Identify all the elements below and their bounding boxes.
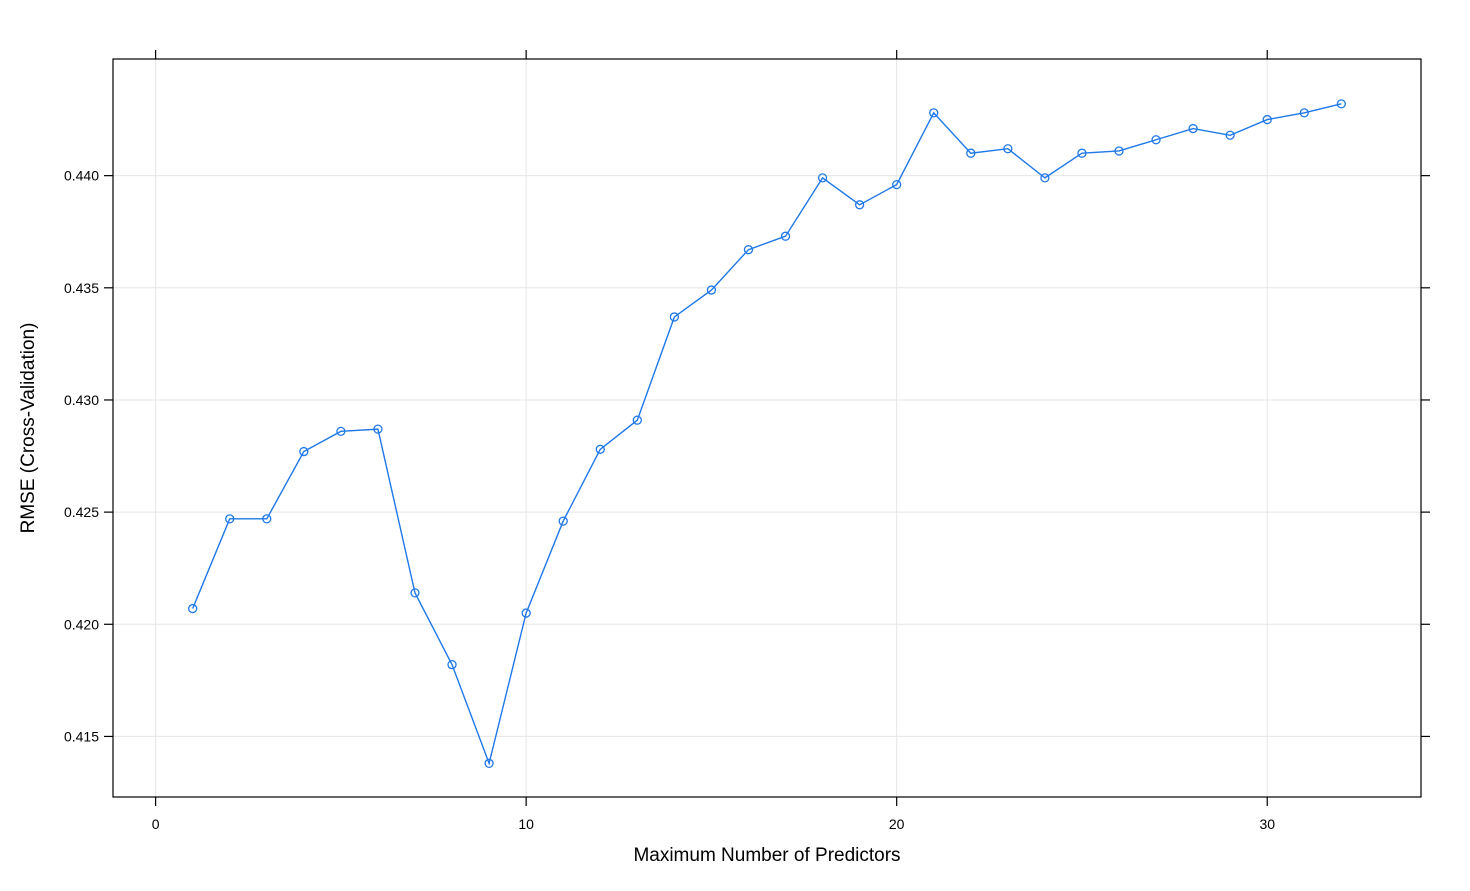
data-point [299, 446, 309, 457]
x-axis-title: Maximum Number of Predictors [633, 845, 900, 866]
data-point [743, 245, 754, 255]
x-tick-label: 30 [1259, 816, 1275, 832]
data-point [1188, 123, 1198, 134]
data-point [929, 108, 939, 118]
data-point [817, 173, 828, 183]
y-tick-label: 0.425 [64, 504, 99, 520]
data-point [447, 660, 457, 670]
series-layer [188, 99, 1346, 768]
data-point [1114, 146, 1124, 156]
data-point [966, 148, 976, 158]
data-point [892, 179, 902, 190]
y-axis-title: RMSE (Cross-Validation) [18, 323, 39, 534]
gridlines [113, 59, 1421, 797]
data-point [336, 426, 346, 437]
data-point [1151, 135, 1161, 145]
data-point [262, 514, 272, 524]
y-tick-label: 0.430 [64, 392, 99, 408]
series-line [192, 103, 1342, 766]
data-point [410, 588, 420, 598]
y-tick-label: 0.415 [64, 728, 99, 744]
data-point [632, 415, 642, 425]
y-tick-label: 0.440 [64, 168, 99, 184]
data-point [780, 231, 791, 241]
data-point [225, 514, 235, 524]
data-point [484, 758, 494, 768]
data-point [521, 608, 531, 618]
data-point [854, 200, 865, 210]
data-point [669, 312, 680, 322]
x-tick-label: 0 [152, 816, 160, 832]
x-tick-label: 10 [518, 816, 534, 832]
plot-frame [112, 58, 1422, 798]
y-tick-label: 0.420 [64, 616, 99, 632]
data-point [1040, 173, 1050, 183]
axis-tick-labels: 0 10 20 30 0.415 0.420 0.425 0.430 0.435 0.440 [64, 168, 1275, 832]
data-point [1299, 108, 1309, 118]
data-point [1336, 99, 1346, 109]
axis-ticks [104, 50, 1430, 806]
data-point [1003, 144, 1013, 154]
data-point [706, 285, 717, 295]
x-tick-label: 20 [889, 816, 905, 832]
data-point [188, 603, 198, 614]
data-point [1077, 148, 1087, 158]
data-point [558, 516, 568, 526]
data-point [595, 444, 605, 454]
data-point [1262, 114, 1272, 125]
data-point [1225, 130, 1235, 140]
data-point [373, 424, 383, 434]
y-tick-label: 0.435 [64, 280, 99, 296]
